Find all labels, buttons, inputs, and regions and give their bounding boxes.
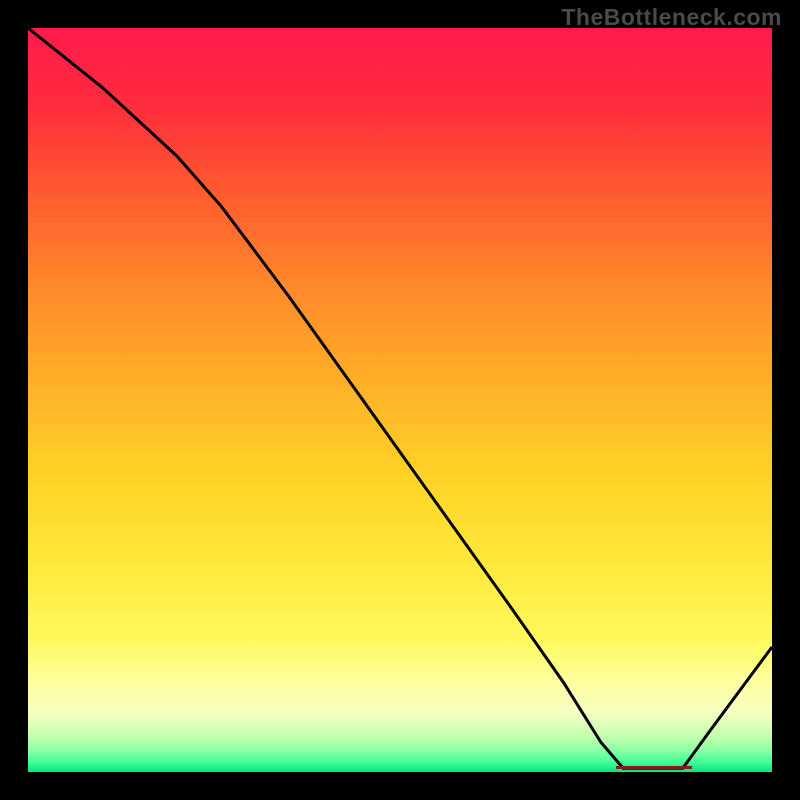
watermark-text: TheBottleneck.com: [561, 4, 782, 31]
optimal-range-marker: [616, 766, 692, 769]
bottleneck-curve: [28, 28, 772, 772]
plot-area: [24, 24, 776, 776]
chart-container: TheBottleneck.com: [0, 0, 800, 800]
